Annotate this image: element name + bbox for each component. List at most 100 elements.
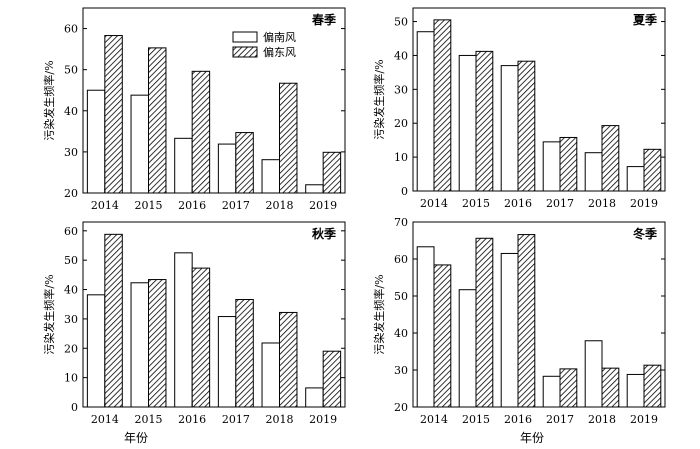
x-tick-label: 2018: [266, 199, 294, 212]
bar-east: [191, 70, 211, 194]
y-tick-label: 70: [394, 216, 408, 229]
x-tick-label: 2017: [546, 413, 574, 426]
x-tick-label: 2016: [178, 199, 206, 212]
bar-south: [174, 252, 193, 408]
bar-east: [601, 367, 620, 408]
bar-south: [626, 166, 645, 192]
y-tick-label: 30: [394, 83, 408, 96]
bar-south: [217, 316, 237, 408]
bar-east: [433, 264, 452, 408]
panel-title: 春季: [311, 12, 337, 27]
bar-east: [475, 50, 494, 192]
x-tick-label: 2017: [222, 413, 250, 426]
x-axis-label: 年份: [520, 431, 544, 445]
x-tick-label: 2015: [135, 413, 163, 426]
legend-label: 偏东风: [263, 45, 296, 59]
bar-south: [584, 152, 603, 192]
legend-label: 偏南风: [263, 30, 296, 44]
legend-swatch-south: [232, 31, 258, 43]
panel-title: 秋季: [312, 226, 337, 241]
x-tick-label: 2019: [630, 197, 658, 210]
bar-east: [279, 311, 298, 408]
y-tick-label: 40: [394, 49, 408, 62]
bar-east: [322, 350, 342, 408]
x-tick-label: 2016: [504, 413, 532, 426]
bar-south: [500, 65, 519, 192]
bar-south: [584, 340, 603, 408]
x-tick-label: 2017: [546, 197, 574, 210]
bar-south: [86, 294, 106, 408]
plot-frame: [412, 7, 666, 192]
y-tick-label: 60: [394, 253, 408, 266]
y-tick-label: 50: [64, 254, 78, 267]
x-axis-label: 年份: [124, 431, 148, 445]
bar-east: [559, 368, 578, 408]
y-axis-label: 污染发生频率/%: [42, 274, 56, 354]
bar-east: [148, 279, 167, 408]
bar-south: [626, 373, 645, 408]
x-tick-label: 2015: [462, 413, 490, 426]
bar-south: [130, 94, 150, 194]
bar-south: [542, 141, 561, 192]
y-tick-label: 60: [64, 23, 78, 36]
bar-east: [643, 148, 662, 192]
y-tick-label: 30: [64, 146, 78, 159]
bar-east: [322, 151, 342, 194]
y-tick-label: 40: [64, 105, 78, 118]
x-tick-label: 2017: [222, 199, 250, 212]
bar-east: [517, 60, 536, 192]
bar-east: [104, 233, 123, 408]
plot-frame: [82, 221, 346, 408]
x-tick-label: 2015: [462, 197, 490, 210]
y-tick-label: 50: [64, 64, 78, 77]
y-tick-label: 50: [394, 290, 408, 303]
y-axis-label: 污染发生频率/%: [372, 59, 386, 139]
panel-title: 夏季: [633, 12, 658, 27]
y-tick-label: 0: [401, 185, 408, 198]
bar-south: [500, 252, 519, 408]
x-tick-label: 2016: [178, 413, 206, 426]
y-tick-label: 30: [64, 313, 78, 326]
bar-east: [104, 35, 123, 194]
y-tick-label: 10: [64, 372, 78, 385]
bar-south: [305, 387, 324, 408]
y-tick-label: 50: [394, 16, 408, 29]
bar-east: [433, 19, 452, 192]
bar-east: [601, 125, 620, 192]
bar-east: [191, 267, 211, 408]
plot-frame: [82, 7, 346, 194]
x-tick-label: 2018: [266, 413, 294, 426]
x-tick-label: 2019: [630, 413, 658, 426]
x-tick-label: 2018: [588, 197, 616, 210]
y-axis-label: 污染发生频率/%: [42, 60, 56, 140]
x-tick-label: 2014: [91, 199, 119, 212]
y-tick-label: 20: [64, 187, 78, 200]
y-tick-label: 40: [394, 327, 408, 340]
legend-swatch-east: [232, 46, 258, 58]
y-tick-label: 20: [64, 342, 78, 355]
bar-south: [305, 184, 324, 194]
chart-panel: 0 10 20 30 40 50 60 2014 2015 2016 2017 2018 2019 污染发…: [42, 221, 346, 426]
chart-panel: 0 10 20 30 40 50 2014 2015 2016 2017 2018 2019 污染发生频…: [372, 7, 666, 210]
bar-east: [559, 136, 578, 192]
bar-east: [643, 364, 662, 408]
bar-south: [217, 143, 237, 194]
y-tick-label: 10: [394, 151, 408, 164]
x-tick-label: 2019: [309, 199, 337, 212]
x-tick-label: 2014: [420, 197, 448, 210]
bar-east: [279, 82, 298, 194]
y-tick-label: 30: [394, 364, 408, 377]
bar-south: [174, 137, 193, 194]
y-tick-label: 20: [394, 117, 408, 130]
bar-south: [416, 246, 435, 408]
bar-south: [416, 31, 435, 192]
x-tick-label: 2016: [504, 197, 532, 210]
chart-panel: 20 30 40 50 60 70 2014 2015 2016 2017 2018 2019 污染发生…: [372, 216, 666, 426]
panel-title: 冬季: [633, 226, 658, 241]
bar-south: [261, 159, 280, 194]
bar-east: [235, 299, 254, 408]
bar-east: [148, 47, 167, 194]
x-tick-label: 2014: [91, 413, 119, 426]
